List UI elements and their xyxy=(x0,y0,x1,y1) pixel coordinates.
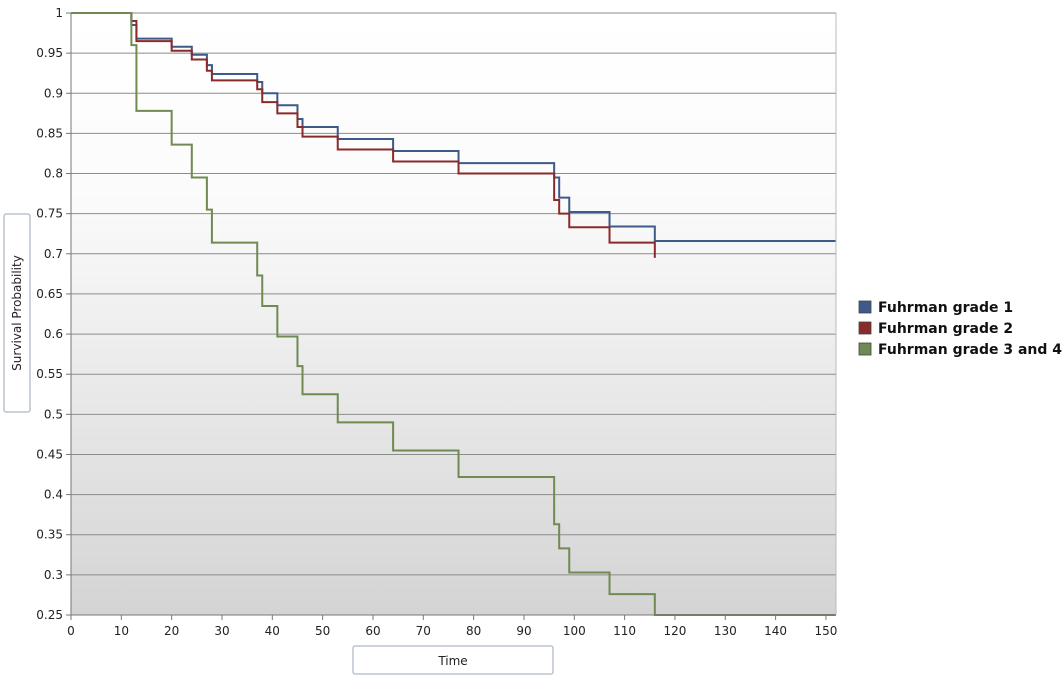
x-tick-label: 20 xyxy=(164,624,179,638)
x-tick-label: 120 xyxy=(663,624,686,638)
y-tick-label: 0.25 xyxy=(36,608,63,622)
x-tick-label: 150 xyxy=(814,624,837,638)
x-tick-label: 110 xyxy=(613,624,636,638)
y-tick-label: 1 xyxy=(55,6,63,20)
series-line-2 xyxy=(71,12,656,258)
y-tick-label: 0.7 xyxy=(44,247,63,261)
x-tick-label: 100 xyxy=(563,624,586,638)
x-tick-label: 130 xyxy=(714,624,737,638)
y-tick-label: 0.35 xyxy=(36,528,63,542)
y-tick-label: 0.9 xyxy=(44,86,63,100)
plot-area xyxy=(71,13,836,615)
y-axis-title-box: Survival Probability xyxy=(3,213,31,413)
y-tick-label: 0.85 xyxy=(36,126,63,140)
y-tick-labels: 0.25 0.3 0.35 0.4 0.45 0.5 0.55 0.6 0.65 0.7 0.75 0… xyxy=(36,6,71,622)
y-tick-label: 0.6 xyxy=(44,327,63,341)
y-tick-label: 0.55 xyxy=(36,367,63,381)
x-tick-label: 50 xyxy=(315,624,330,638)
legend-swatch-3 xyxy=(858,342,872,356)
y-axis-title: Survival Probability xyxy=(10,255,24,371)
x-axis-title-box: Time xyxy=(352,645,554,675)
y-tick-label: 0.8 xyxy=(44,167,63,181)
x-tick-label: 40 xyxy=(265,624,280,638)
y-tick-label: 0.3 xyxy=(44,568,63,582)
y-tick-label: 0.4 xyxy=(44,488,63,502)
axes xyxy=(70,13,837,616)
series-line-3 xyxy=(71,12,836,616)
x-tick-label: 80 xyxy=(466,624,481,638)
gridlines xyxy=(71,12,836,616)
legend-label-3: Fuhrman grade 3 and 4 xyxy=(878,342,1062,358)
y-tick-label: 0.5 xyxy=(44,407,63,421)
x-tick-label: 90 xyxy=(516,624,531,638)
x-tick-labels: 0 10 20 30 40 50 60 70 80 90 100 110 120 130 140 150 xyxy=(67,615,837,638)
series-lines xyxy=(71,12,836,616)
series-line-1 xyxy=(71,12,836,242)
y-tick-label: 0.95 xyxy=(36,46,63,60)
x-tick-label: 70 xyxy=(416,624,431,638)
x-tick-label: 10 xyxy=(114,624,129,638)
legend: Fuhrman grade 1 Fuhrman grade 2 Fuhrman gr… xyxy=(858,300,1062,358)
legend-swatch-1 xyxy=(858,300,872,314)
y-tick-label: 0.75 xyxy=(36,207,63,221)
x-tick-label: 30 xyxy=(214,624,229,638)
x-tick-label: 0 xyxy=(67,624,75,638)
x-axis-title: Time xyxy=(437,654,467,668)
y-tick-label: 0.65 xyxy=(36,287,63,301)
x-tick-label: 140 xyxy=(764,624,787,638)
legend-label-2: Fuhrman grade 2 xyxy=(878,321,1013,337)
y-tick-label: 0.45 xyxy=(36,447,63,461)
x-tick-label: 60 xyxy=(365,624,380,638)
legend-swatch-2 xyxy=(858,321,872,335)
legend-label-1: Fuhrman grade 1 xyxy=(878,300,1013,316)
